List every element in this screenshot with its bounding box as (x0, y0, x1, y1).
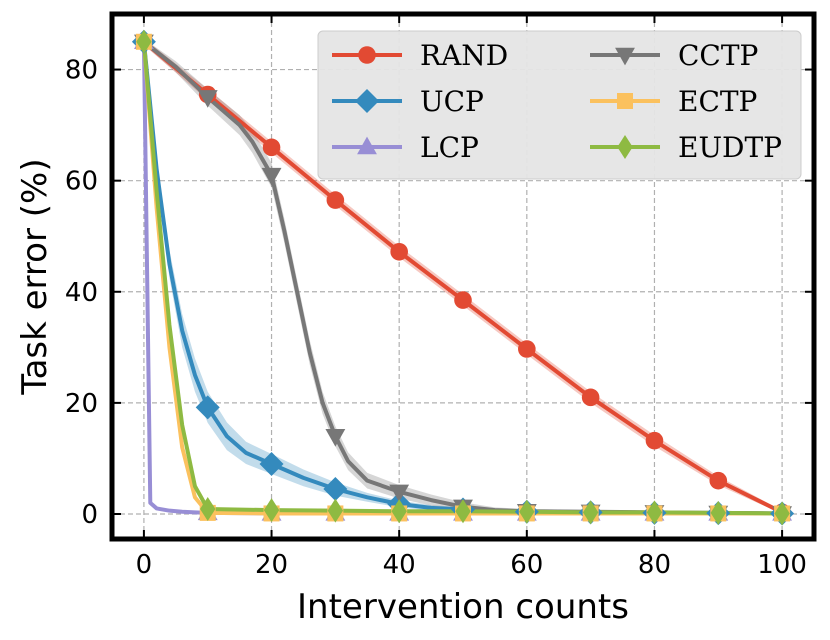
rand-marker (645, 431, 664, 450)
y-axis-label: Task error (%) (15, 158, 55, 395)
legend-ucp-marker (355, 89, 379, 113)
rand-marker (518, 340, 536, 358)
legend-eudtp-label: EUDTP (678, 131, 782, 164)
plot-frame (109, 11, 817, 542)
legend-ectp-marker (617, 93, 633, 109)
eudtp-marker (391, 499, 407, 524)
x-axis-label: Intervention counts (297, 587, 629, 627)
axis-ticks: 0 20 40 60 80 100 0 20 40 60 80 (65, 14, 814, 580)
eudtp-marker (327, 498, 344, 523)
legend-lcp-label: LCP (420, 131, 479, 164)
cctp-marker (197, 90, 218, 108)
ucp-marker (195, 395, 220, 420)
legend-box (317, 30, 802, 180)
rand-marker (390, 242, 408, 261)
rand-marker (581, 388, 600, 407)
ucp-marker (323, 477, 348, 501)
eudtp-marker (582, 500, 599, 525)
cctp-marker (389, 484, 410, 503)
eudtp-marker (774, 501, 790, 526)
y-tick-label: 80 (65, 56, 98, 86)
x-tick-label: 60 (510, 550, 543, 580)
x-tick-label: 40 (383, 550, 416, 580)
eudtp-marker (710, 500, 726, 525)
legend-rand-marker (358, 46, 376, 64)
x-tick-label: 0 (136, 550, 153, 580)
y-tick-label: 20 (65, 389, 98, 419)
cctp-marker (261, 167, 282, 186)
rand-marker (262, 138, 281, 157)
x-tick-label: 20 (255, 550, 288, 580)
eudtp-marker (519, 499, 535, 524)
eudtp-marker (455, 499, 471, 524)
rand-marker (709, 471, 728, 490)
legend-cctp-marker (615, 47, 635, 66)
ucp-marker (259, 452, 284, 476)
legend-ectp-label: ECTP (678, 85, 757, 118)
rand-marker (326, 191, 345, 209)
eudtp-marker (136, 29, 152, 54)
eudtp-marker (646, 500, 663, 525)
eudtp-marker (200, 497, 216, 521)
y-tick-label: 0 (81, 500, 98, 530)
legend: RAND UCP LCP CCTP ECTP EUDTP (317, 30, 802, 180)
legend-eudtp-marker (617, 135, 633, 159)
x-tick-label: 100 (757, 550, 807, 580)
series-markers (131, 29, 795, 526)
cctp-marker (325, 429, 346, 447)
rand-marker (454, 291, 472, 309)
legend-ucp-label: UCP (420, 85, 484, 118)
eudtp-marker (263, 498, 280, 523)
x-tick-label: 80 (638, 550, 671, 580)
legend-rand-label: RAND (420, 39, 508, 72)
legend-lcp-marker (357, 136, 377, 155)
legend-cctp-label: CCTP (678, 39, 758, 72)
y-tick-label: 60 (65, 167, 98, 197)
y-tick-label: 40 (65, 278, 98, 308)
